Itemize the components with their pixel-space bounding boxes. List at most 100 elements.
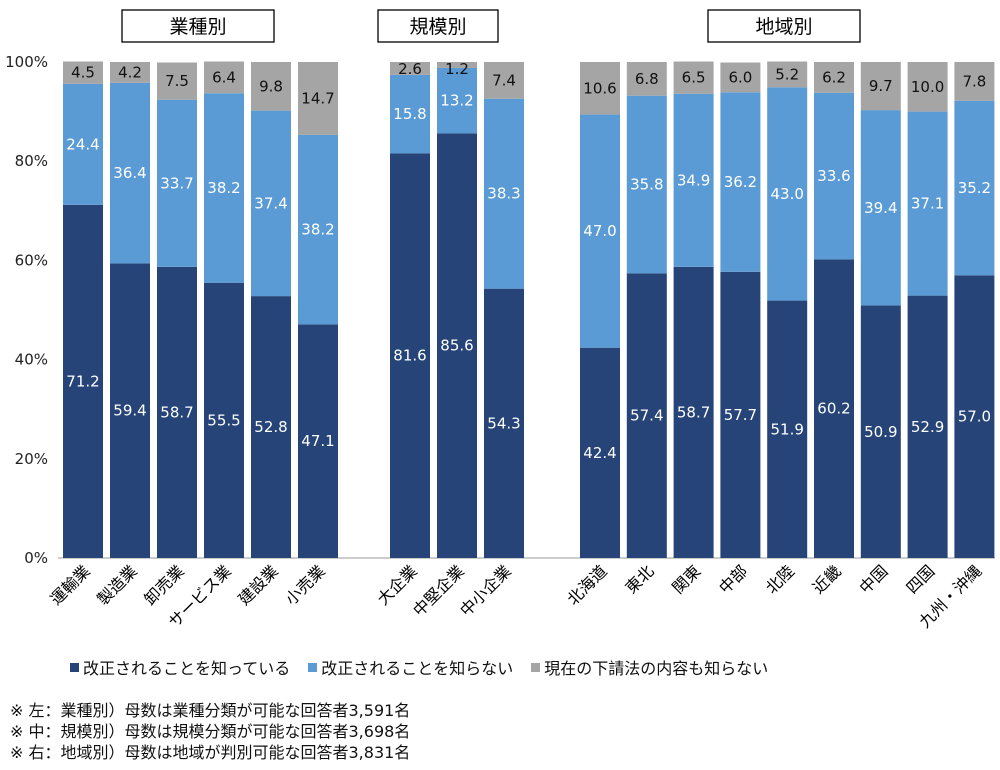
- x-tick-label: 中国: [856, 561, 892, 597]
- data-label-no-subcontract: 9.7: [869, 77, 893, 95]
- x-tick-label: 東北: [622, 561, 658, 597]
- bar-segment-unknown: [157, 99, 197, 267]
- bar-segment-known: [907, 295, 948, 558]
- data-label-unknown: 13.2: [440, 92, 473, 110]
- footnote-industry: ※ 左：業種別）母数は業種分類が可能な回答者3,591名: [10, 701, 411, 720]
- data-label-unknown: 36.4: [113, 164, 146, 182]
- data-label-no-subcontract: 4.2: [118, 63, 142, 81]
- bar-segment-known: [251, 296, 291, 558]
- y-tick-label: 100%: [5, 53, 48, 71]
- x-tick-label: 小売業: [281, 561, 328, 608]
- data-label-no-subcontract: 6.4: [212, 68, 236, 86]
- y-tick-label: 20%: [15, 450, 48, 468]
- x-tick-label: 中堅企業: [409, 561, 468, 620]
- data-label-known: 60.2: [817, 400, 850, 418]
- data-label-no-subcontract: 2.6: [398, 60, 422, 78]
- bar-segment-no-subcontract: [484, 62, 524, 99]
- data-label-no-subcontract: 10.0: [911, 78, 944, 96]
- bar-segment-no-subcontract: [110, 62, 150, 83]
- bar-segment-known: [860, 305, 901, 558]
- data-label-no-subcontract: 5.2: [775, 65, 799, 83]
- bar-segment-no-subcontract: [767, 61, 808, 88]
- bar-segment-unknown: [204, 93, 244, 283]
- data-label-known: 47.1: [301, 432, 334, 450]
- data-label-known: 50.9: [864, 423, 897, 441]
- bar-segment-known: [437, 133, 477, 558]
- legend-label-unknown: 改正されることを知らない: [321, 659, 514, 678]
- data-label-known: 57.0: [958, 408, 991, 426]
- bar-segment-known: [626, 273, 667, 558]
- data-label-no-subcontract: 6.2: [822, 68, 846, 86]
- bar-segment-unknown: [484, 98, 524, 289]
- x-tick-label: 関東: [668, 561, 704, 597]
- data-label-known: 58.7: [677, 403, 710, 421]
- bar-segment-unknown: [437, 67, 477, 134]
- bar-segment-unknown: [814, 92, 854, 260]
- group-title: 規模別: [409, 16, 466, 38]
- x-tick-label: 中小企業: [456, 561, 515, 620]
- x-tick-label: 建設業: [234, 561, 281, 608]
- data-label-unknown: 33.7: [160, 174, 193, 192]
- x-tick-label: 北海道: [563, 561, 610, 608]
- data-label-no-subcontract: 7.4: [492, 71, 516, 89]
- bar-segment-unknown: [63, 83, 103, 205]
- bar-segment-unknown: [720, 92, 761, 272]
- bar-segment-no-subcontract: [626, 62, 667, 96]
- bar-segment-no-subcontract: [860, 62, 901, 111]
- data-label-unknown: 38.3: [487, 185, 520, 203]
- data-label-no-subcontract: 1.2: [445, 60, 469, 78]
- bar-segment-no-subcontract: [720, 62, 761, 93]
- bar-segment-known: [720, 271, 761, 558]
- bar-segment-no-subcontract: [390, 62, 430, 75]
- data-label-unknown: 38.2: [301, 221, 334, 239]
- bar-segment-known: [954, 275, 995, 558]
- footnotes: ※ 左：業種別）母数は業種分類が可能な回答者3,591名 ※ 中：規模別）母数は…: [10, 700, 410, 763]
- bar-segment-unknown: [110, 82, 150, 264]
- legend-swatch-known: [70, 662, 79, 672]
- bar-segment-no-subcontract: [437, 62, 477, 68]
- x-tick-label: 近畿: [809, 561, 845, 597]
- bar-segment-no-subcontract: [907, 62, 948, 112]
- bar-segment-no-subcontract: [673, 61, 714, 94]
- data-label-no-subcontract: 7.8: [962, 72, 986, 90]
- legend-swatch-unknown: [308, 662, 318, 672]
- data-label-known: 51.9: [770, 420, 803, 438]
- bar-segment-no-subcontract: [157, 62, 197, 100]
- data-label-known: 52.8: [254, 418, 287, 436]
- bar-segment-unknown: [767, 87, 808, 301]
- group-title-box: [377, 9, 499, 43]
- data-label-known: 59.4: [113, 402, 146, 420]
- data-label-no-subcontract: 6.0: [728, 68, 752, 86]
- footnote-region: ※ 右：地域別）母数は地域が判別可能な回答者3,831名: [10, 743, 411, 762]
- bar-segment-no-subcontract: [63, 61, 103, 84]
- bar-segment-no-subcontract: [580, 62, 620, 115]
- legend-item-no-subcontract: 現在の下請法の内容も知らない: [531, 655, 768, 679]
- bar-segment-known: [580, 347, 620, 558]
- data-label-unknown: 15.8: [393, 105, 426, 123]
- data-label-unknown: 33.6: [817, 167, 850, 185]
- bar-segment-unknown: [860, 110, 901, 306]
- bar-segment-known: [63, 204, 103, 558]
- y-tick-label: 40%: [15, 351, 48, 369]
- data-label-known: 58.7: [160, 403, 193, 421]
- group-title: 地域別: [755, 16, 812, 38]
- bar-segment-known: [390, 153, 430, 558]
- bar-segment-known: [298, 324, 338, 558]
- data-label-known: 81.6: [393, 347, 426, 365]
- data-label-no-subcontract: 6.8: [635, 70, 659, 88]
- data-label-known: 55.5: [207, 411, 240, 429]
- legend: 改正されることを知っている 改正されることを知らない 現在の下請法の内容も知らな…: [70, 655, 768, 679]
- bar-segment-known: [484, 288, 524, 558]
- legend-label-known: 改正されることを知っている: [83, 659, 291, 678]
- bar-segment-unknown: [390, 74, 430, 154]
- bar-segment-known: [110, 263, 150, 558]
- group-title: 業種別: [169, 16, 226, 38]
- data-label-known: 57.7: [724, 406, 757, 424]
- data-label-no-subcontract: 14.7: [301, 89, 334, 107]
- legend-item-unknown: 改正されることを知らない: [308, 655, 513, 679]
- x-tick-label: 製造業: [93, 561, 140, 608]
- bar-segment-known: [767, 300, 808, 558]
- y-tick-label: 80%: [15, 152, 48, 170]
- x-tick-label: 北陸: [762, 561, 798, 597]
- data-label-unknown: 36.2: [724, 173, 757, 191]
